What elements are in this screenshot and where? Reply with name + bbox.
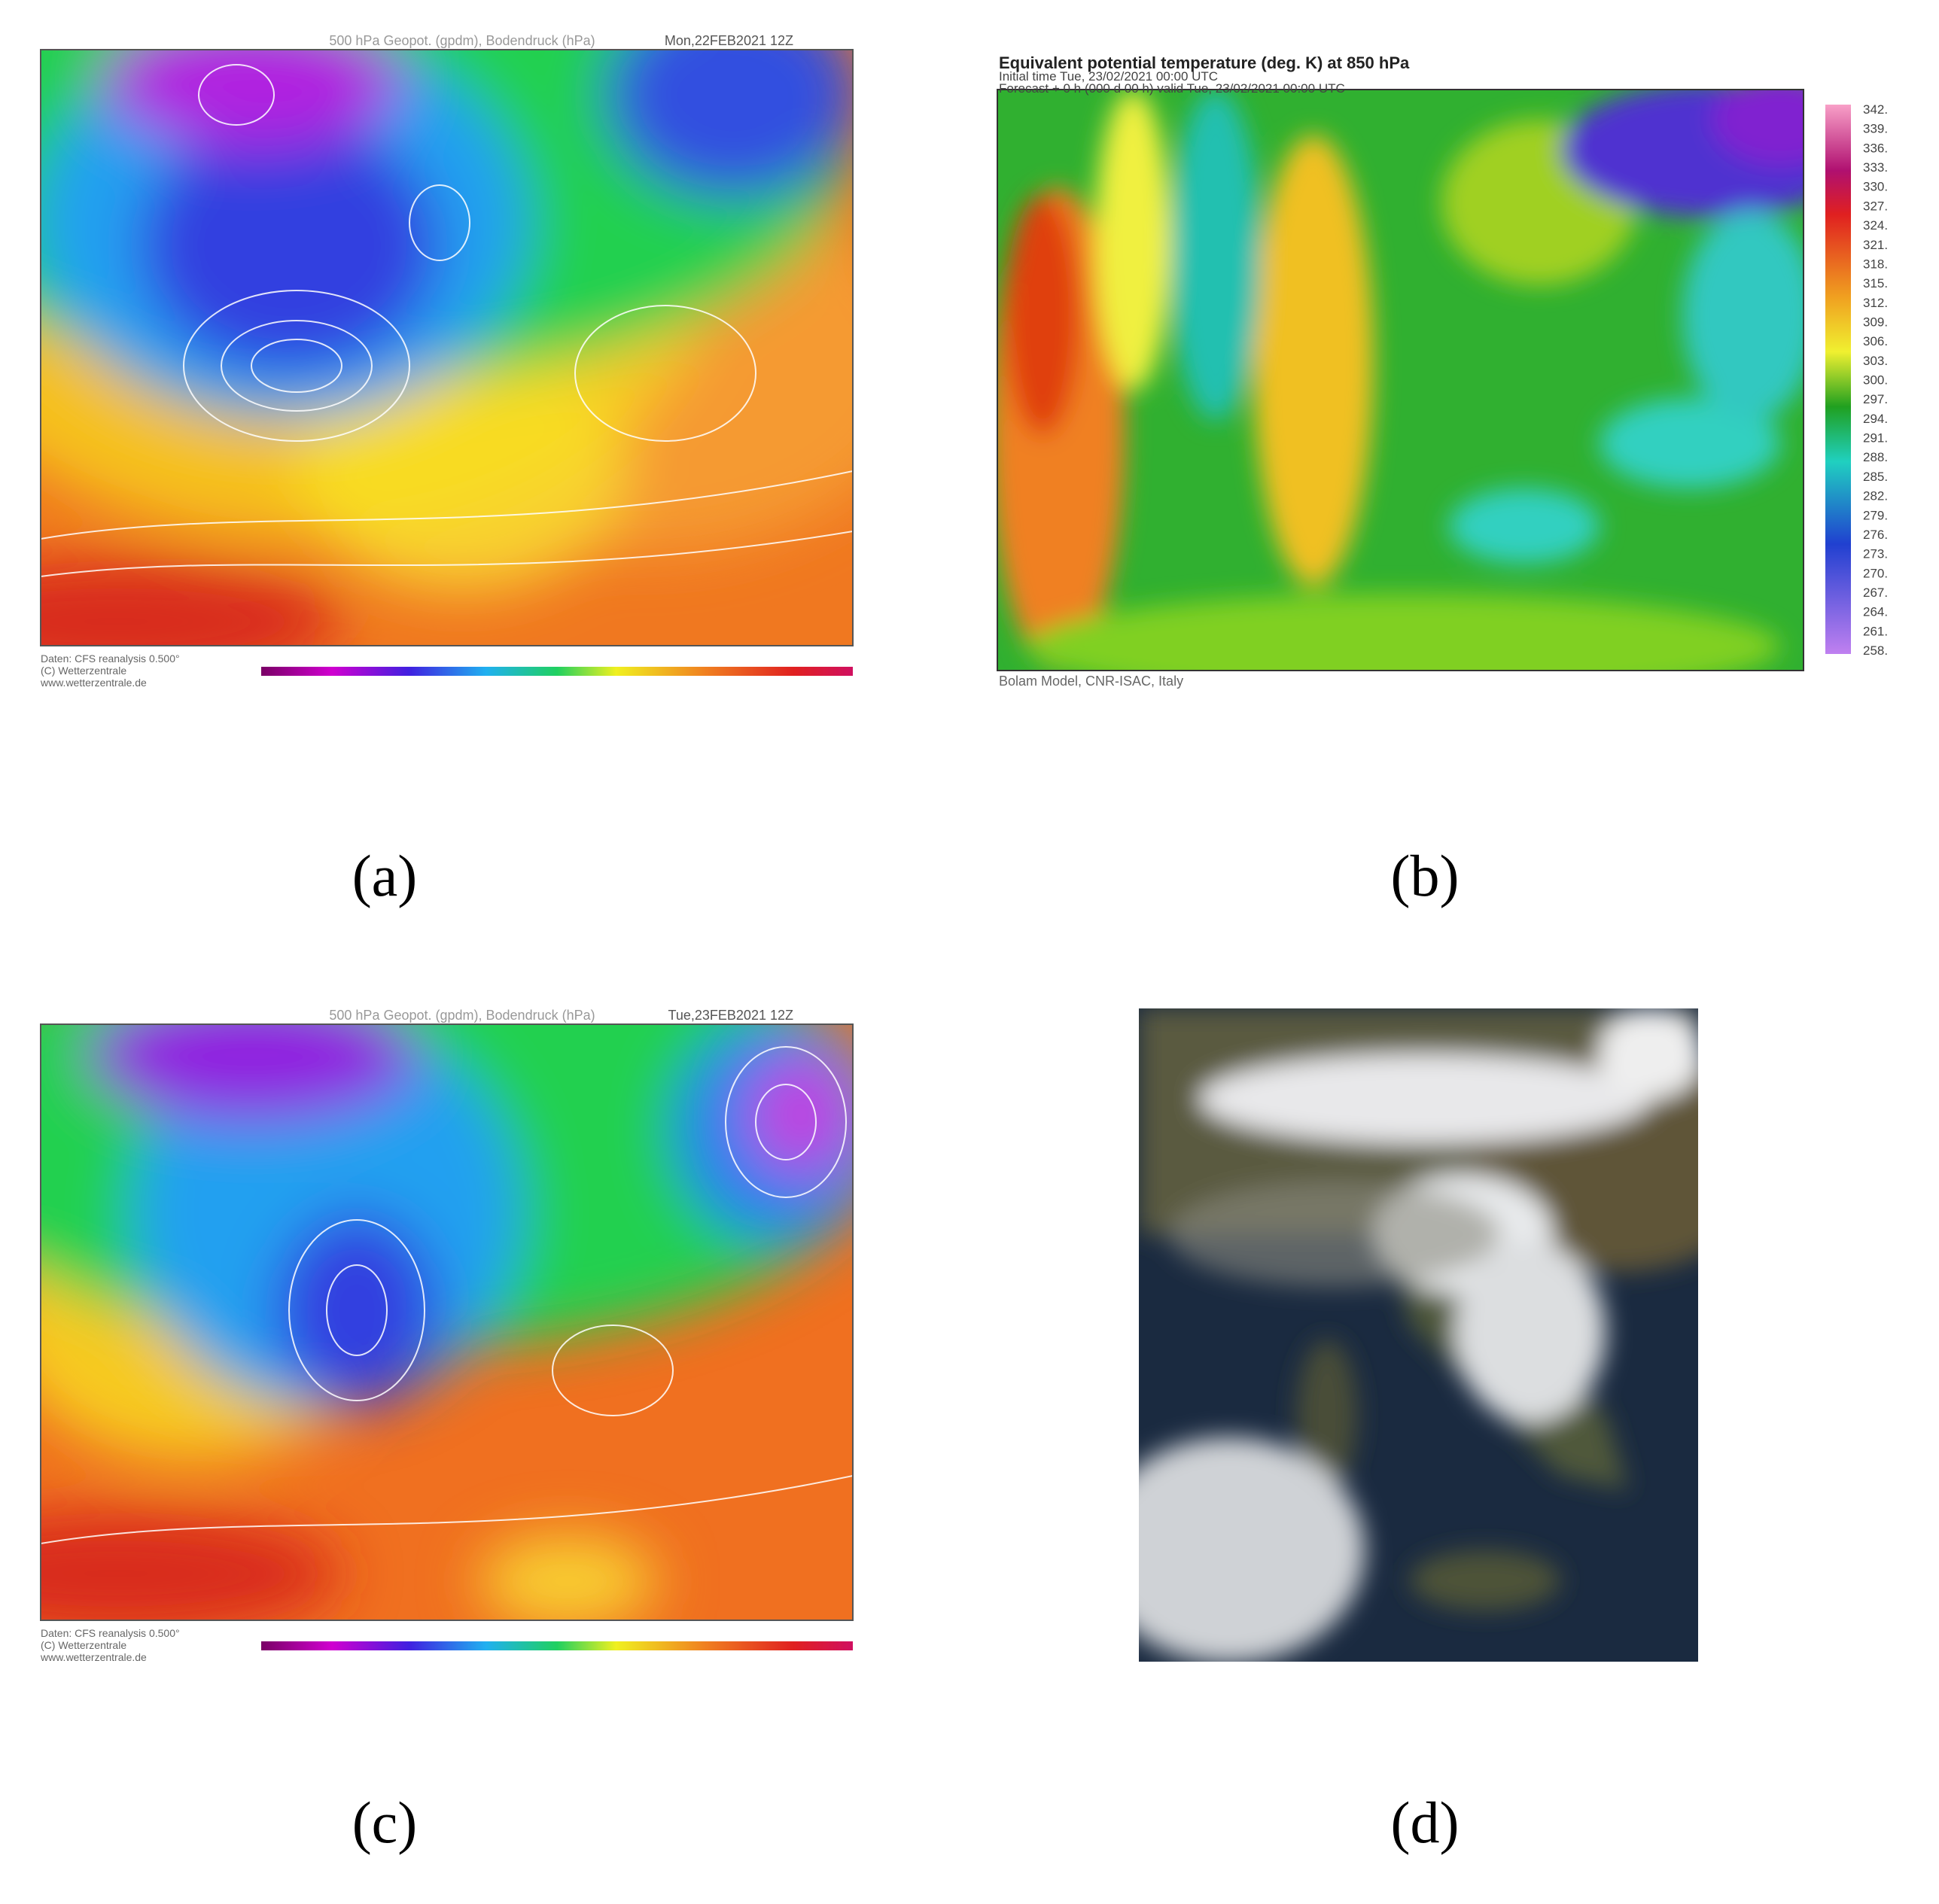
colorbar-label: 270.	[1863, 566, 1888, 580]
colorbar-label: 321.	[1863, 238, 1888, 252]
colorbar-label: 276.	[1863, 528, 1888, 542]
colorbar-label: 309.	[1863, 315, 1888, 329]
colorbar-label: 339.	[1863, 122, 1888, 136]
panel-label: (b)	[1391, 843, 1460, 908]
map-footer: Daten: CFS reanalysis 0.500°	[41, 652, 180, 665]
map-footer: Daten: CFS reanalysis 0.500°	[41, 1627, 180, 1639]
map-a: 500 hPa Geopot. (gpdm), Bodendruck (hPa)…	[40, 33, 854, 689]
colorbar-label: 267.	[1863, 585, 1888, 600]
map-footer: www.wetterzentrale.de	[40, 1651, 147, 1663]
map-footer: www.wetterzentrale.de	[40, 677, 147, 689]
colorbar-label: 306.	[1863, 334, 1888, 348]
colorbar-label: 342.	[1863, 102, 1888, 117]
colorbar-labels: 342. 339. 336. 333. 330. 327. 324. 321. 318. 315.…	[1863, 102, 1888, 658]
map-footer: Bolam Model, CNR-ISAC, Italy	[999, 674, 1183, 689]
panel-label: (a)	[352, 843, 418, 908]
panel-label: (d)	[1391, 1790, 1460, 1855]
map-b: Equivalent potential temperature (deg. K…	[997, 53, 1888, 689]
map-header: 500 hPa Geopot. (gpdm), Bodendruck (hPa)	[329, 33, 595, 48]
colorbar-label: 264.	[1863, 605, 1888, 619]
colorbar-label: 297.	[1863, 392, 1888, 406]
map-title: Equivalent potential temperature (deg. K…	[999, 53, 1410, 72]
map-date: Mon,22FEB2021 12Z	[665, 33, 793, 48]
colorbar	[1825, 105, 1851, 654]
colorbar-label: 318.	[1863, 257, 1888, 271]
map-header: 500 hPa Geopot. (gpdm), Bodendruck (hPa)	[329, 1008, 595, 1023]
colorbar-label: 303.	[1863, 354, 1888, 368]
colorbar	[261, 667, 853, 676]
panel-label: (c)	[352, 1790, 418, 1855]
map-subtitle: Initial time Tue, 23/02/2021 00:00 UTC	[999, 69, 1218, 84]
colorbar-label: 279.	[1863, 508, 1888, 522]
map-c: 500 hPa Geopot. (gpdm), Bodendruck (hPa)…	[40, 1008, 854, 1663]
colorbar-label: 291.	[1863, 431, 1888, 446]
satellite-image	[1139, 1008, 1698, 1662]
colorbar-label: 300.	[1863, 373, 1888, 388]
map-subtitle: Forecast + 0 h (000 d 00 h) valid Tue, 2…	[999, 81, 1345, 96]
map-footer: (C) Wetterzentrale	[41, 665, 126, 677]
colorbar-label: 261.	[1863, 624, 1888, 638]
map-footer: (C) Wetterzentrale	[41, 1639, 126, 1651]
colorbar-label: 330.	[1863, 180, 1888, 194]
colorbar-label: 282.	[1863, 489, 1888, 503]
colorbar-label: 336.	[1863, 141, 1888, 155]
colorbar-label: 327.	[1863, 199, 1888, 213]
map-date: Tue,23FEB2021 12Z	[668, 1008, 793, 1023]
colorbar	[261, 1641, 853, 1650]
colorbar-label: 333.	[1863, 160, 1888, 175]
colorbar-label: 285.	[1863, 470, 1888, 484]
colorbar-label: 273.	[1863, 547, 1888, 561]
colorbar-label: 288.	[1863, 450, 1888, 464]
colorbar-label: 258.	[1863, 643, 1888, 658]
colorbar-label: 315.	[1863, 276, 1888, 290]
colorbar-label: 294.	[1863, 412, 1888, 426]
colorbar-label: 324.	[1863, 218, 1888, 233]
colorbar-label: 312.	[1863, 296, 1888, 310]
